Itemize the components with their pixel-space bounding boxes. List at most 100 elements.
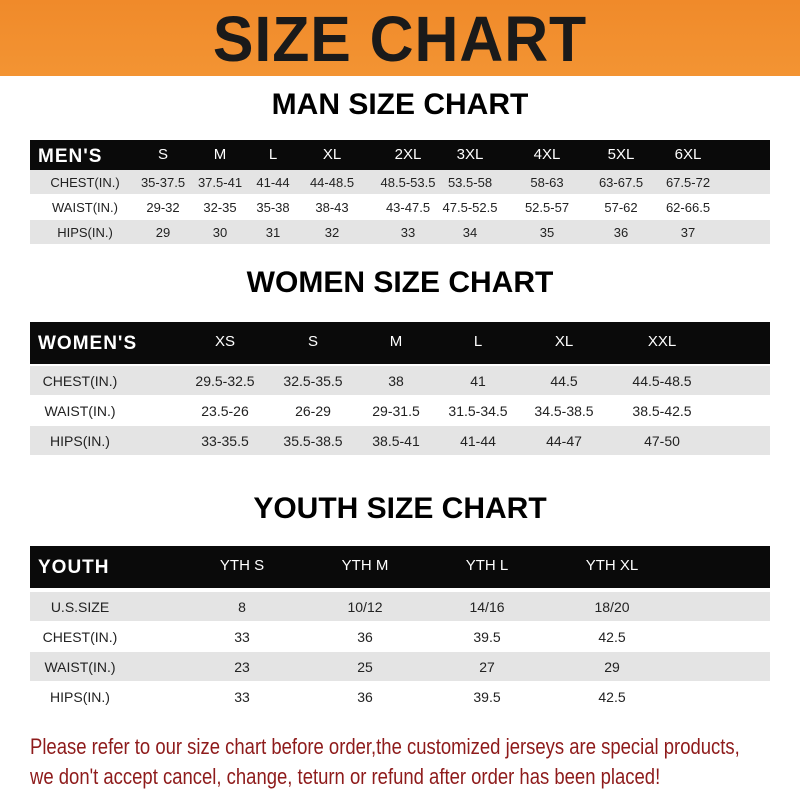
table-cell: 42.5 — [598, 629, 626, 645]
table-title: WOMEN'S — [38, 333, 138, 354]
header-row: MEN'S S M L XL 2XL 3XL 4XL 5XL 6XL — [30, 140, 770, 170]
table-row: HIPS(IN.) 33-35.5 35.5-38.5 38.5-41 41-44 44-… — [30, 426, 770, 455]
table-cell: 63-67.5 — [598, 175, 644, 190]
table-cell: 31 — [265, 225, 281, 240]
table-cell: 41-44 — [256, 175, 290, 190]
table-cell: 34.5-38.5 — [534, 403, 594, 419]
table-cell: 32-35 — [203, 200, 237, 215]
header-row: YOUTH YTH S YTH M YTH L YTH XL — [30, 546, 770, 588]
row-label: HIPS(IN.) — [57, 225, 113, 240]
table-cell: 36 — [357, 629, 373, 645]
footer-note-line-2: we don't accept cancel, change, teturn o… — [30, 764, 661, 789]
table-title: MEN'S — [38, 146, 103, 167]
men-heading: MAN SIZE CHART — [271, 88, 529, 121]
table-cell: 62-66.5 — [665, 200, 711, 215]
table-row: U.S.SIZE 8 10/12 14/16 18/20 — [30, 592, 770, 621]
table-cell: 36 — [357, 689, 373, 705]
size-header: XL — [554, 333, 574, 350]
row-label: U.S.SIZE — [50, 599, 110, 615]
row-label: HIPS(IN.) — [50, 689, 110, 705]
table-cell: 29-32 — [146, 200, 180, 215]
table-cell: 53.5-58 — [447, 175, 493, 190]
size-header: XS — [214, 333, 236, 350]
size-header: L — [268, 146, 278, 163]
table-cell: 29.5-32.5 — [195, 373, 255, 389]
table-cell: 29 — [604, 659, 620, 675]
title-banner: SIZE CHART — [0, 0, 800, 76]
footer-note-line-1: Please refer to our size chart before or… — [30, 734, 740, 759]
table-cell: 30 — [212, 225, 228, 240]
table-cell: 38-43 — [315, 200, 349, 215]
table-cell: 26-29 — [295, 403, 331, 419]
table-cell: 48.5-53.5 — [380, 175, 436, 190]
youth-heading: YOUTH SIZE CHART — [253, 492, 547, 525]
women-heading: WOMEN SIZE CHART — [246, 266, 554, 299]
table-row: CHEST(IN.) 35-37.5 37.5-41 41-44 44-48.5 48.5… — [30, 170, 770, 194]
table-cell: 44-48.5 — [309, 175, 355, 190]
table-cell: 38.5-42.5 — [632, 403, 692, 419]
table-cell: 8 — [238, 599, 246, 615]
table-cell: 25 — [357, 659, 373, 675]
table-cell: 35.5-38.5 — [283, 433, 343, 449]
row-label: HIPS(IN.) — [50, 433, 110, 449]
table-cell: 31.5-34.5 — [448, 403, 508, 419]
size-header: M — [213, 146, 227, 163]
table-cell: 37.5-41 — [197, 175, 243, 190]
table-cell: 35-37.5 — [140, 175, 186, 190]
table-cell: 39.5 — [473, 629, 501, 645]
table-row: CHEST(IN.) 29.5-32.5 32.5-35.5 38 41 44.5 44.5… — [30, 366, 770, 395]
table-cell: 37 — [680, 225, 696, 240]
row-label: WAIST(IN.) — [44, 659, 116, 675]
size-header: M — [389, 333, 403, 350]
size-header: 4XL — [533, 146, 561, 163]
table-cell: 58-63 — [530, 175, 564, 190]
size-header: S — [307, 333, 319, 350]
table-cell: 41-44 — [460, 433, 496, 449]
table-cell: 47-50 — [644, 433, 680, 449]
table-cell: 33 — [400, 225, 416, 240]
table-cell: 43-47.5 — [385, 200, 431, 215]
table-cell: 23 — [234, 659, 250, 675]
size-header: 6XL — [674, 146, 702, 163]
table-cell: 57-62 — [604, 200, 638, 215]
table-cell: 52.5-57 — [524, 200, 570, 215]
table-cell: 47.5-52.5 — [442, 200, 498, 215]
table-row: HIPS(IN.) 33 36 39.5 42.5 — [30, 682, 770, 711]
table-cell: 36 — [613, 225, 629, 240]
size-header: YTH XL — [585, 557, 639, 574]
row-label: CHEST(IN.) — [50, 175, 120, 190]
header-row: WOMEN'S XS S M L XL XXL — [30, 322, 770, 364]
table-cell: 14/16 — [469, 599, 505, 615]
table-cell: 41 — [470, 373, 486, 389]
table-cell: 38.5-41 — [372, 433, 420, 449]
table-cell: 10/12 — [347, 599, 383, 615]
table-row: WAIST(IN.) 29-32 32-35 35-38 38-43 43-47.5 47.… — [30, 195, 770, 219]
table-cell: 33 — [234, 629, 250, 645]
table-cell: 33-35.5 — [201, 433, 249, 449]
row-label: WAIST(IN.) — [52, 200, 118, 215]
size-header: 5XL — [607, 146, 635, 163]
table-cell: 32 — [324, 225, 340, 240]
table-cell: 33 — [234, 689, 250, 705]
table-cell: 44-47 — [546, 433, 582, 449]
table-cell: 35 — [539, 225, 555, 240]
row-label: WAIST(IN.) — [44, 403, 116, 419]
table-cell: 29 — [155, 225, 171, 240]
table-cell: 67.5-72 — [665, 175, 711, 190]
table-title: YOUTH — [38, 557, 110, 578]
size-header: YTH M — [341, 557, 389, 574]
size-header: YTH L — [465, 557, 509, 574]
size-header: 3XL — [456, 146, 484, 163]
table-row: WAIST(IN.) 23 25 27 29 — [30, 652, 770, 681]
size-header: XXL — [647, 333, 677, 350]
row-label: CHEST(IN.) — [42, 373, 118, 389]
page-title: SIZE CHART — [212, 3, 588, 75]
table-row: WAIST(IN.) 23.5-26 26-29 29-31.5 31.5-34.5 34… — [30, 396, 770, 425]
size-header: L — [473, 333, 483, 350]
table-cell: 23.5-26 — [201, 403, 249, 419]
row-label: CHEST(IN.) — [42, 629, 118, 645]
table-cell: 18/20 — [594, 599, 630, 615]
size-header: S — [157, 146, 169, 163]
size-header: XL — [322, 146, 342, 163]
table-cell: 39.5 — [473, 689, 501, 705]
